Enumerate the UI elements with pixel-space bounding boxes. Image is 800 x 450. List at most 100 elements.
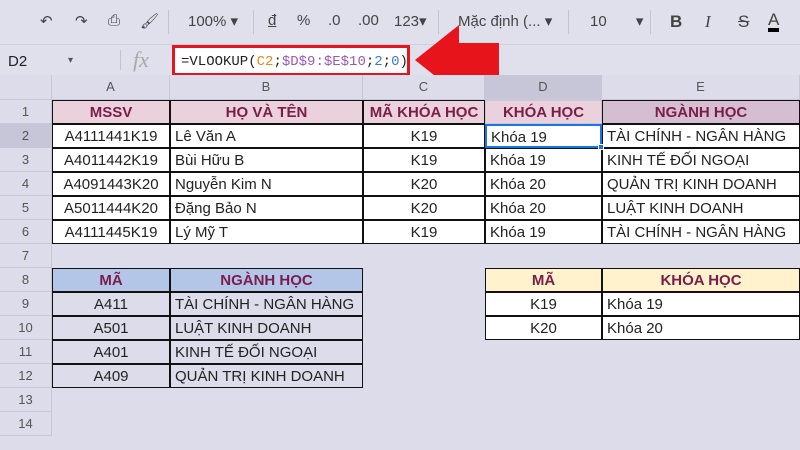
format-select[interactable]: 123▾: [394, 13, 427, 30]
data-cell[interactable]: Đặng Bảo N: [170, 196, 363, 220]
data-cell[interactable]: QUẢN TRỊ KINH DOANH: [170, 364, 363, 388]
data-cell[interactable]: K20: [485, 316, 602, 340]
strikethrough-button[interactable]: S: [738, 12, 750, 31]
data-cell[interactable]: K19: [363, 124, 485, 148]
row-header-12[interactable]: 12: [0, 364, 52, 388]
data-cell[interactable]: QUẢN TRỊ KINH DOANH: [602, 172, 800, 196]
formula-token: 2: [374, 54, 383, 70]
data-cell[interactable]: A4111441K19: [52, 124, 170, 148]
data-cell[interactable]: A401: [52, 340, 170, 364]
table-header-cell[interactable]: MSSV: [52, 100, 170, 124]
data-cell[interactable]: TÀI CHÍNH - NGÂN HÀNG: [170, 292, 363, 316]
row-header-3[interactable]: 3: [0, 148, 52, 172]
zoom-value: 100%: [188, 13, 227, 30]
data-cell[interactable]: A4011442K19: [52, 148, 170, 172]
row-header-11[interactable]: 11: [0, 340, 52, 364]
data-cell[interactable]: K19: [485, 292, 602, 316]
font-value: Mặc định (...: [458, 13, 541, 30]
data-cell[interactable]: Lý Mỹ T: [170, 220, 363, 244]
data-cell[interactable]: K20: [363, 172, 485, 196]
formula-token: 0: [391, 54, 400, 70]
text-color-button[interactable]: A: [768, 11, 780, 32]
table-header-cell[interactable]: NGÀNH HỌC: [170, 268, 363, 292]
data-cell[interactable]: A4091443K20: [52, 172, 170, 196]
table-header-cell[interactable]: NGÀNH HỌC: [602, 100, 800, 124]
data-cell[interactable]: K19: [363, 220, 485, 244]
data-cell[interactable]: Khóa 19: [485, 220, 602, 244]
column-header-E[interactable]: E: [602, 75, 800, 100]
table-header-cell[interactable]: KHÓA HỌC: [602, 268, 800, 292]
name-box-dropdown-icon[interactable]: ▾: [68, 55, 74, 66]
row-header-14[interactable]: 14: [0, 412, 52, 436]
toolbar: ↶ ↷ ⎙ 🖌 100% ▾ đ % .0 .00 123▾ Mặc định …: [0, 0, 800, 44]
data-cell[interactable]: Bùi Hữu B: [170, 148, 363, 172]
row-header-10[interactable]: 10: [0, 316, 52, 340]
font-size-value: 10: [590, 13, 607, 30]
row-header-13[interactable]: 13: [0, 388, 52, 412]
row-header-5[interactable]: 5: [0, 196, 52, 220]
formula-token: $D$9:$E$10: [281, 54, 366, 70]
table-header-cell[interactable]: MÃ KHÓA HỌC: [363, 100, 485, 124]
font-select[interactable]: Mặc định (... ▾: [458, 13, 553, 30]
data-cell[interactable]: Khóa 19: [602, 292, 800, 316]
formula-token: ): [399, 54, 408, 70]
select-all-corner: [0, 75, 52, 100]
table-header-cell[interactable]: MÃ: [52, 268, 170, 292]
data-cell[interactable]: Khóa 20: [485, 196, 602, 220]
percent-button[interactable]: %: [297, 12, 311, 29]
column-header-B[interactable]: B: [170, 75, 363, 100]
data-cell[interactable]: LUẬT KINH DOANH: [602, 196, 800, 220]
data-cell[interactable]: A411: [52, 292, 170, 316]
data-cell[interactable]: A501: [52, 316, 170, 340]
decrease-decimal-button[interactable]: .0: [328, 12, 341, 29]
formula-token: C2: [256, 54, 274, 70]
column-header-C[interactable]: C: [363, 75, 485, 100]
currency-button[interactable]: đ: [268, 12, 277, 29]
row-header-8[interactable]: 8: [0, 268, 52, 292]
data-cell[interactable]: Lê Văn A: [170, 124, 363, 148]
data-cell[interactable]: TÀI CHÍNH - NGÂN HÀNG: [602, 220, 800, 244]
fill-handle[interactable]: [598, 144, 604, 150]
name-box[interactable]: D2: [8, 53, 28, 70]
data-cell[interactable]: KINH TẾ ĐỐI NGOẠI: [170, 340, 363, 364]
data-cell[interactable]: K20: [363, 196, 485, 220]
formula-token: =VLOOKUP(: [181, 54, 257, 70]
formula-token: ;: [365, 54, 375, 70]
data-cell[interactable]: Khóa 20: [602, 316, 800, 340]
row-header-7[interactable]: 7: [0, 244, 52, 268]
selected-cell-D2[interactable]: Khóa 19: [485, 124, 602, 148]
undo-icon[interactable]: ↶: [40, 13, 53, 30]
print-icon[interactable]: ⎙: [108, 12, 121, 29]
data-cell[interactable]: Khóa 20: [485, 172, 602, 196]
paint-format-icon[interactable]: 🖌: [140, 13, 160, 30]
data-cell[interactable]: A4111445K19: [52, 220, 170, 244]
table-header-cell[interactable]: HỌ VÀ TÊN: [170, 100, 363, 124]
data-cell[interactable]: TÀI CHÍNH - NGÂN HÀNG: [602, 124, 800, 148]
row-header-6[interactable]: 6: [0, 220, 52, 244]
increase-decimal-button[interactable]: .00: [358, 12, 379, 29]
column-header-D[interactable]: D: [485, 75, 602, 100]
redo-icon[interactable]: ↷: [75, 13, 88, 30]
format-value: 123: [394, 13, 420, 30]
column-header-A[interactable]: A: [52, 75, 170, 100]
row-header-4[interactable]: 4: [0, 172, 52, 196]
zoom-select[interactable]: 100% ▾: [188, 13, 239, 30]
formula-token: ;: [273, 54, 282, 70]
data-cell[interactable]: Nguyễn Kim N: [170, 172, 363, 196]
italic-button[interactable]: I: [705, 12, 711, 31]
bold-button[interactable]: B: [670, 12, 683, 31]
data-cell[interactable]: A5011444K20: [52, 196, 170, 220]
table-header-cell[interactable]: MÃ: [485, 268, 602, 292]
data-cell[interactable]: Khóa 19: [485, 148, 602, 172]
row-header-9[interactable]: 9: [0, 292, 52, 316]
fx-icon: fx: [133, 47, 149, 72]
data-cell[interactable]: KINH TẾ ĐỐI NGOẠI: [602, 148, 800, 172]
data-cell[interactable]: LUẬT KINH DOANH: [170, 316, 363, 340]
data-cell[interactable]: A409: [52, 364, 170, 388]
table-header-cell[interactable]: KHÓA HỌC: [485, 100, 602, 124]
font-size-select[interactable]: 10 ▾: [590, 13, 644, 30]
row-header-1[interactable]: 1: [0, 100, 52, 124]
formula-input[interactable]: =VLOOKUP(C2;$D$9:$E$10;2;0): [172, 45, 410, 76]
row-header-2[interactable]: 2: [0, 124, 52, 148]
data-cell[interactable]: K19: [363, 148, 485, 172]
